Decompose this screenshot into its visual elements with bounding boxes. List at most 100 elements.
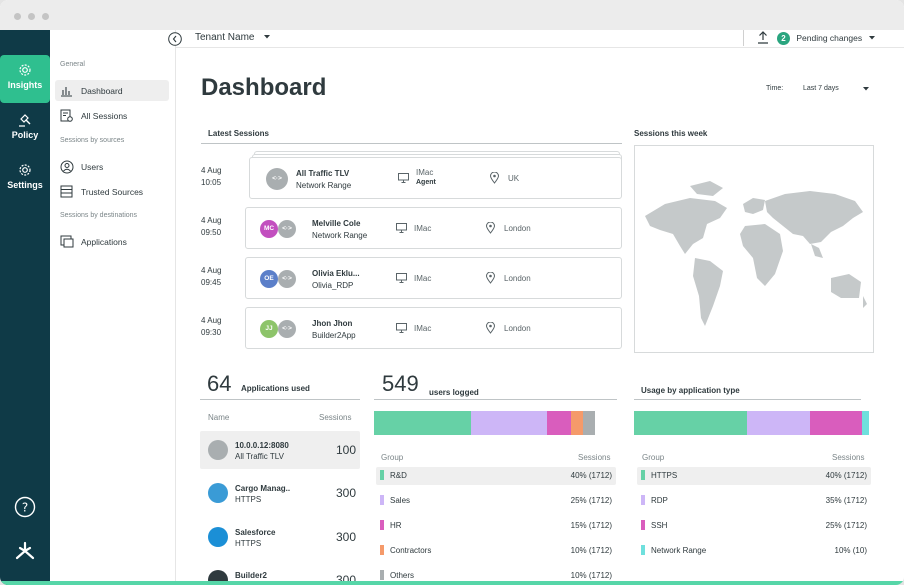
time-label: Time: — [766, 85, 784, 92]
group-row[interactable]: Network Range 10% (10) — [641, 544, 867, 558]
session-card[interactable]: JJ <·> Jhon Jhon Builder2App IMac London — [245, 307, 622, 349]
row-highlight — [376, 467, 616, 485]
nav-section-destinations: Sessions by destinations — [60, 212, 138, 219]
group-row[interactable]: Contractors 10% (1712) — [380, 544, 612, 558]
group-color-swatch — [641, 495, 645, 505]
monitor-icon — [396, 223, 407, 233]
help-icon[interactable]: ? — [14, 496, 36, 518]
svg-text:?: ? — [22, 501, 28, 515]
connection-type-icon: <·> — [278, 220, 296, 238]
group-row[interactable]: Sales 25% (1712) — [380, 494, 612, 508]
bar-segment[interactable] — [582, 411, 596, 435]
application-sessions: 100 — [335, 443, 356, 457]
upload-icon[interactable] — [757, 31, 769, 44]
group-name: HTTPS — [651, 471, 678, 480]
pending-label: Pending changes — [796, 33, 863, 43]
group-sessions: 25% (1712) — [570, 496, 612, 505]
group-sessions: 35% (1712) — [825, 496, 867, 505]
rail-item-label: Policy — [11, 130, 39, 140]
group-sessions: 25% (1712) — [825, 521, 867, 530]
location-pin-icon — [486, 222, 495, 234]
group-name: HR — [390, 521, 402, 530]
application-protocol: All Traffic TLV — [235, 452, 284, 461]
application-name: Builder2 — [235, 571, 268, 580]
application-row[interactable]: 10.0.0.12:8080 All Traffic TLV 100 — [200, 431, 360, 469]
session-day: 4 Aug — [201, 216, 222, 225]
bar-segment[interactable] — [546, 411, 571, 435]
monitor-icon — [396, 273, 407, 283]
session-card[interactable]: OE <·> Olivia Eklu... Olivia_RDP IMac London — [245, 257, 622, 299]
gear-icon — [19, 64, 31, 76]
sidebar-item-users[interactable]: Users — [55, 156, 169, 177]
connection-type-icon: <·> — [278, 320, 296, 338]
bar-segment[interactable] — [861, 411, 869, 435]
group-row[interactable]: RDP 35% (1712) — [641, 494, 867, 508]
brand-logo-icon — [15, 541, 35, 560]
window-dot-minimize[interactable] — [28, 13, 35, 20]
col-group-header: Group — [642, 453, 665, 462]
group-row[interactable]: R&D 40% (1712) — [376, 467, 616, 485]
sidebar-item-applications[interactable]: Applications — [55, 231, 169, 252]
page-title: Dashboard — [201, 74, 327, 101]
sidebar-item-dashboard[interactable]: Dashboard — [55, 80, 169, 101]
group-row[interactable]: Others 10% (1712) — [380, 569, 612, 583]
group-sessions: 10% (1712) — [570, 546, 612, 555]
bar-segment[interactable] — [810, 411, 862, 435]
tenant-selector[interactable]: Tenant Name — [195, 32, 271, 43]
session-date: 4 Aug 09:45 — [201, 265, 221, 289]
group-row[interactable]: SSH 25% (1712) — [641, 519, 867, 533]
session-date: 4 Aug 09:30 — [201, 315, 221, 339]
group-name: RDP — [651, 496, 668, 505]
application-protocol: HTTPS — [235, 495, 262, 504]
network-range-icon: <·> — [266, 168, 288, 190]
sidebar-item-trusted-sources[interactable]: Trusted Sources — [55, 181, 169, 202]
applications-label: Applications used — [241, 384, 310, 393]
tenant-name: Tenant Name — [195, 32, 255, 43]
session-time: 10:05 — [201, 178, 222, 187]
bar-segment[interactable] — [746, 411, 811, 435]
group-row[interactable]: HR 15% (1712) — [380, 519, 612, 533]
group-name: Sales — [390, 496, 411, 505]
session-date: 4 Aug 10:05 — [201, 165, 221, 189]
application-row[interactable]: Cargo Manag.. HTTPS 300 — [200, 474, 360, 512]
collapse-sidebar-icon[interactable] — [168, 32, 182, 46]
window-dot-close[interactable] — [14, 13, 21, 20]
divider — [743, 30, 744, 46]
salesforce-logo-icon — [208, 527, 228, 547]
application-row[interactable]: Salesforce HTTPS 300 — [200, 518, 360, 556]
avatar: OE — [260, 270, 278, 288]
col-sessions-header: Sessions — [578, 453, 611, 462]
window-dot-maximize[interactable] — [42, 13, 49, 20]
monitor-icon — [396, 323, 407, 333]
divider — [374, 399, 617, 400]
rail-item-settings[interactable]: Settings — [0, 155, 50, 203]
users-stacked-bar — [374, 411, 617, 435]
session-device: IMac — [414, 224, 432, 233]
pending-changes-button[interactable]: 2 Pending changes — [777, 32, 876, 46]
session-source: Olivia_RDP — [312, 281, 354, 290]
group-row[interactable]: HTTPS 40% (1712) — [637, 467, 871, 485]
bar-segment[interactable] — [471, 411, 547, 435]
rail-item-policy[interactable]: Policy — [0, 105, 50, 153]
rail-item-label: Insights — [7, 80, 43, 90]
rail-item-insights[interactable]: Insights — [0, 55, 50, 103]
group-name: Network Range — [651, 546, 707, 555]
users-label: users logged — [429, 388, 479, 397]
sidebar-item-all-sessions[interactable]: All Sessions — [55, 105, 169, 126]
time-filter[interactable]: Time: Last 7 days — [766, 85, 871, 92]
session-source: Network Range — [296, 181, 352, 190]
col-name-header: Name — [208, 413, 230, 422]
session-card[interactable]: MC <·> Melville Cole Network Range IMac Londo… — [245, 207, 622, 249]
group-color-swatch — [380, 570, 384, 580]
bar-segment[interactable] — [570, 411, 583, 435]
bar-segment[interactable] — [634, 411, 747, 435]
sidebar-item-label: Users — [81, 162, 104, 172]
group-color-swatch — [380, 470, 384, 480]
server-icon — [60, 185, 73, 198]
nav-section-general: General — [60, 61, 85, 68]
col-sessions-header: Sessions — [319, 413, 352, 422]
bar-segment[interactable] — [374, 411, 472, 435]
session-card[interactable]: <·> All Traffic TLV Network Range IMac Agent… — [249, 157, 622, 199]
group-sessions: 10% (1712) — [570, 571, 612, 580]
session-day: 4 Aug — [201, 316, 222, 325]
